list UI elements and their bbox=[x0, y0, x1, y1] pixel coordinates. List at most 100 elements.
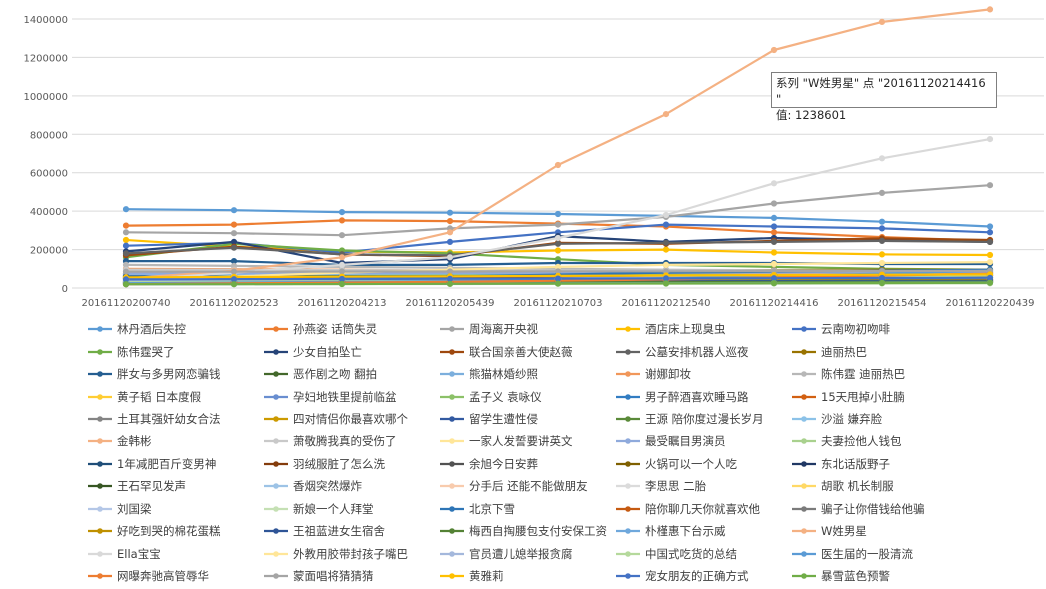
legend-label: 北京下雪 bbox=[469, 501, 515, 516]
legend-item: 宠女朋友的正确方式 bbox=[616, 565, 792, 587]
legend-swatch bbox=[264, 371, 288, 377]
legend-item: 陈伟霆 迪丽热巴 bbox=[792, 363, 968, 385]
data-point bbox=[446, 275, 454, 282]
legend-label: 萧敬腾我真的受伤了 bbox=[293, 434, 397, 449]
data-point bbox=[554, 280, 562, 287]
legend-swatch bbox=[616, 371, 640, 377]
data-point bbox=[770, 260, 778, 268]
legend-swatch bbox=[792, 461, 816, 467]
data-point bbox=[770, 249, 778, 256]
legend-item: 四对情侣你最喜欢哪个 bbox=[264, 408, 440, 430]
data-point bbox=[338, 232, 346, 239]
legend-swatch bbox=[264, 461, 288, 467]
y-tick-label: 400000 bbox=[30, 207, 68, 218]
legend-swatch bbox=[264, 550, 288, 557]
legend-swatch bbox=[264, 573, 288, 579]
data-point bbox=[122, 236, 130, 244]
data-point bbox=[446, 209, 454, 216]
data-point bbox=[770, 180, 778, 187]
data-point bbox=[338, 217, 346, 224]
legend-label: 宠女朋友的正确方式 bbox=[645, 569, 749, 584]
legend-item: 分手后 还能不能做朋友 bbox=[440, 475, 616, 497]
legend-item: 好吃到哭的棉花蛋糕 bbox=[88, 520, 264, 542]
data-point bbox=[662, 211, 670, 219]
data-point bbox=[878, 259, 886, 267]
legend-label: 新娘一个人拜堂 bbox=[293, 501, 374, 516]
data-point bbox=[770, 275, 778, 282]
data-point bbox=[122, 281, 130, 288]
legend-label: 刘国梁 bbox=[117, 501, 152, 516]
legend-item: Ella宝宝 bbox=[88, 542, 264, 564]
legend-item: 王源 陪你度过漫长岁月 bbox=[616, 408, 792, 430]
legend-label: 孕妇地铁里提前临盆 bbox=[293, 389, 397, 404]
data-point bbox=[122, 250, 130, 257]
legend-swatch bbox=[264, 348, 288, 355]
legend-item: 暴雪蓝色预警 bbox=[792, 565, 968, 587]
legend-item: 林丹酒后失控 bbox=[88, 318, 264, 340]
legend-item: 余旭今日安葬 bbox=[440, 453, 616, 475]
legend-swatch bbox=[88, 438, 112, 445]
legend-item: 网曝奔驰高管辱华 bbox=[88, 565, 264, 587]
legend-swatch bbox=[440, 326, 464, 333]
x-tick-label: 20161120202523 bbox=[189, 298, 278, 309]
legend-item: 一家人发誓要讲英文 bbox=[440, 430, 616, 452]
data-point bbox=[770, 223, 778, 230]
legend-swatch bbox=[264, 483, 288, 490]
data-point bbox=[230, 221, 238, 228]
legend-label: 暴雪蓝色预警 bbox=[821, 569, 890, 584]
x-tick-label: 20161120214416 bbox=[729, 298, 818, 309]
legend-label: 谢娜卸妆 bbox=[645, 367, 691, 382]
legend-swatch bbox=[616, 483, 640, 490]
legend-swatch bbox=[616, 528, 640, 534]
legend-swatch bbox=[88, 371, 112, 377]
data-point bbox=[878, 218, 886, 225]
legend-label: 土耳其强奸幼女合法 bbox=[117, 411, 221, 426]
legend-item: 羽绒服脏了怎么洗 bbox=[264, 453, 440, 475]
data-point bbox=[878, 274, 886, 282]
data-point bbox=[230, 281, 238, 288]
line-chart: 0 200000 400000 600000 800000 1000000 1200000 1… bbox=[23, 6, 1044, 309]
data-point bbox=[554, 210, 562, 218]
legend-swatch bbox=[88, 505, 112, 512]
legend-label: 火锅可以一个人吃 bbox=[645, 456, 737, 471]
legend-item: 酒店床上现臭虫 bbox=[616, 318, 792, 340]
legend-item: 迪丽热巴 bbox=[792, 340, 968, 362]
legend-label: 1年减肥百斤变男神 bbox=[117, 456, 217, 471]
legend-item: 联合国亲善大使赵薇 bbox=[440, 340, 616, 362]
legend-label: 熊猫林婚纱照 bbox=[469, 367, 538, 382]
legend-swatch bbox=[792, 393, 816, 400]
legend-swatch bbox=[440, 393, 464, 400]
legend-swatch bbox=[88, 416, 112, 422]
legend-item: 外教用胶带封孩子嘴巴 bbox=[264, 542, 440, 564]
legend-item: 东北话版野子 bbox=[792, 453, 968, 475]
data-point bbox=[986, 223, 994, 230]
legend-swatch bbox=[88, 461, 112, 467]
data-point bbox=[662, 275, 670, 282]
legend-swatch bbox=[264, 505, 288, 512]
legend-label: 香烟突然爆炸 bbox=[293, 479, 362, 494]
data-point bbox=[338, 268, 346, 275]
y-tick-label: 600000 bbox=[30, 169, 68, 180]
data-point bbox=[446, 254, 454, 261]
legend-label: 陈伟霆 迪丽热巴 bbox=[821, 367, 906, 382]
legend-swatch bbox=[440, 438, 464, 445]
data-point bbox=[770, 238, 778, 245]
legend-swatch bbox=[88, 550, 112, 557]
legend-item: 恶作剧之吻 翻拍 bbox=[264, 363, 440, 385]
legend-swatch bbox=[440, 371, 464, 377]
x-axis-ticks: 20161120200740 20161120202523 201611202042… bbox=[81, 298, 1034, 309]
legend-swatch bbox=[792, 416, 816, 422]
data-point bbox=[770, 200, 778, 207]
legend-swatch bbox=[440, 348, 464, 355]
legend-item: 沙溢 嫌弃脸 bbox=[792, 408, 968, 430]
legend-label: 迪丽热巴 bbox=[821, 344, 867, 359]
legend-label: 孟子义 袁咏仪 bbox=[469, 389, 542, 404]
data-point bbox=[878, 155, 886, 162]
legend-label: 夫妻捡他人钱包 bbox=[821, 434, 902, 449]
legend-swatch bbox=[792, 505, 816, 512]
legend-swatch bbox=[88, 483, 112, 490]
legend-label: 一家人发誓要讲英文 bbox=[469, 434, 573, 449]
data-point bbox=[554, 240, 562, 247]
legend-label: 四对情侣你最喜欢哪个 bbox=[293, 411, 408, 426]
legend-item: 最受瞩目男演员 bbox=[616, 430, 792, 452]
